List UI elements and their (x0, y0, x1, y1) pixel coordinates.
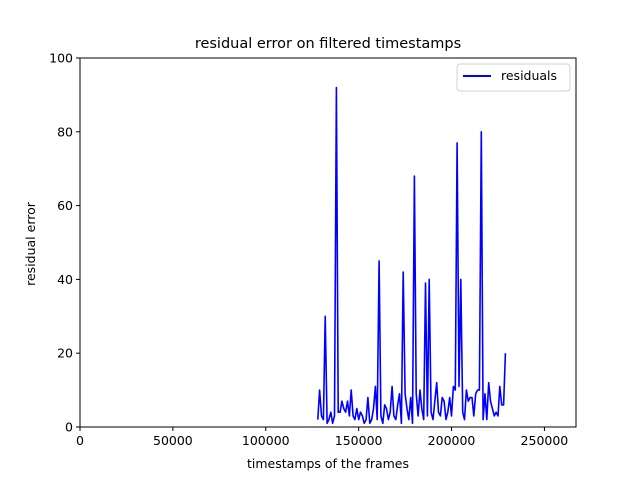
series-line-residuals (317, 86, 507, 425)
y-axis-label: residual error (23, 201, 38, 286)
x-axis-label: timestamps of the frames (247, 456, 409, 471)
plot-area (79, 57, 577, 428)
y-tick-label: 20 (57, 346, 73, 361)
x-tick-label: 200000 (428, 433, 476, 448)
y-axis-ticks: 0 20 40 60 80 100 (49, 51, 80, 435)
y-tick-label: 40 (57, 272, 73, 287)
y-tick-label: 80 (57, 124, 73, 139)
x-tick-label: 50000 (153, 433, 193, 448)
x-tick-label: 250000 (521, 433, 569, 448)
chart-title: residual error on filtered timestamps (195, 36, 461, 52)
legend-box (456, 63, 571, 92)
x-axis-ticks: 0 50000 100000 150000 200000 250000 (76, 427, 568, 448)
x-tick-label: 0 (76, 433, 84, 448)
y-tick-label: 60 (57, 198, 73, 213)
legend-label-residuals: residuals (501, 68, 557, 83)
plot-frame (79, 57, 577, 428)
y-tick-label: 100 (49, 51, 73, 66)
x-tick-label: 100000 (242, 433, 290, 448)
legend: residuals (456, 63, 571, 92)
x-tick-label: 150000 (335, 433, 383, 448)
y-tick-label: 0 (65, 420, 73, 435)
